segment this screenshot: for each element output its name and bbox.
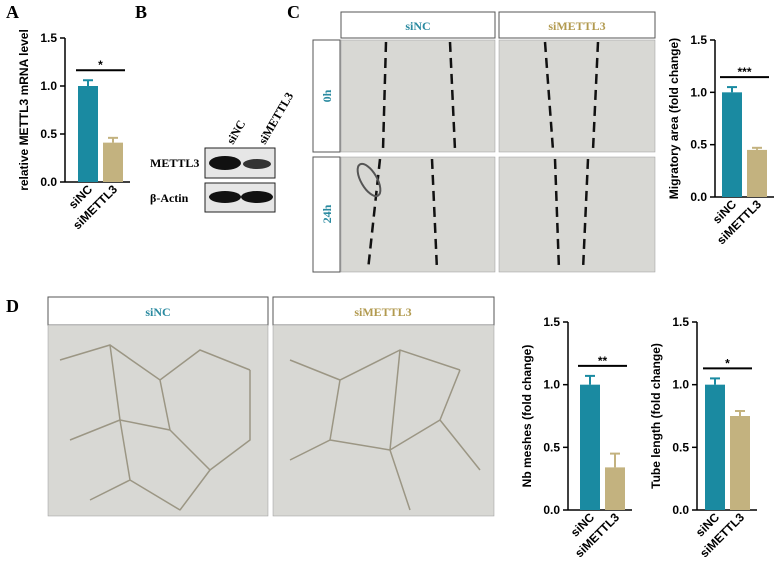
- bar: [78, 86, 98, 182]
- micrograph: [47, 324, 269, 517]
- column-header: [340, 11, 496, 39]
- column-header: [498, 11, 656, 39]
- column-label: siMETTL3: [548, 19, 605, 33]
- micrograph: [498, 39, 656, 153]
- tube-network: [289, 349, 481, 511]
- scratch-edge: [366, 41, 600, 271]
- micrograph: [340, 156, 496, 273]
- lane-label: siNC: [223, 118, 248, 147]
- micrograph: [272, 324, 495, 517]
- y-tick-label: 0.0: [543, 503, 560, 517]
- y-tick-label: 0.5: [40, 127, 57, 141]
- y-tick-label: 1.5: [543, 315, 560, 329]
- column-header: [47, 296, 269, 326]
- y-tick-label: 1.5: [672, 315, 689, 329]
- y-tick-label: 0.0: [40, 175, 57, 189]
- significance-label: *: [98, 58, 103, 72]
- blot-band: [209, 156, 241, 170]
- bar: [705, 384, 725, 510]
- blot-band: [243, 159, 271, 169]
- y-axis-label: Migratory area (fold change): [667, 38, 681, 199]
- y-tick-label: 1.0: [40, 79, 57, 93]
- significance-label: ***: [737, 65, 751, 79]
- bar: [730, 416, 750, 510]
- panel-label: D: [6, 296, 19, 316]
- blot-band: [241, 191, 273, 203]
- y-tick-label: 1.0: [543, 378, 560, 392]
- y-tick-label: 0.0: [672, 503, 689, 517]
- panel-label: B: [135, 2, 147, 22]
- y-axis-label: relative METTL3 mRNA level: [17, 29, 31, 191]
- panel-label: A: [6, 2, 19, 22]
- column-label: siNC: [405, 19, 430, 33]
- bar: [605, 467, 625, 510]
- micrograph: [498, 156, 656, 273]
- y-axis-label: Tube length (fold change): [649, 343, 663, 489]
- bar: [580, 384, 600, 510]
- artifact: [356, 162, 382, 198]
- row-header: [312, 156, 341, 273]
- y-tick-label: 0.5: [543, 440, 560, 454]
- micrograph: [340, 39, 496, 153]
- row-label: 0h: [320, 89, 334, 102]
- column-label: siNC: [145, 305, 170, 319]
- y-tick-label: 1.5: [690, 33, 707, 47]
- row-label: METTL3: [150, 156, 199, 170]
- significance-label: **: [598, 354, 608, 368]
- y-tick-label: 1.5: [40, 31, 57, 45]
- blot-band: [209, 191, 241, 203]
- row-label: β-Actin: [150, 191, 189, 205]
- lane-label: siMETTL3: [255, 90, 296, 147]
- bar: [103, 142, 123, 182]
- panel-label: C: [287, 2, 300, 22]
- y-tick-label: 1.0: [672, 378, 689, 392]
- bar: [722, 92, 742, 197]
- column-label: siMETTL3: [354, 305, 411, 319]
- significance-label: *: [725, 356, 730, 370]
- y-tick-label: 0.5: [690, 138, 707, 152]
- y-tick-label: 0.0: [690, 190, 707, 204]
- row-label: 24h: [320, 204, 334, 223]
- column-header: [272, 296, 495, 326]
- y-tick-label: 1.0: [690, 85, 707, 99]
- row-header: [312, 39, 341, 153]
- bar: [747, 149, 767, 197]
- y-tick-label: 0.5: [672, 440, 689, 454]
- y-axis-label: Nb meshes (fold change): [520, 345, 534, 488]
- tube-network: [59, 344, 251, 511]
